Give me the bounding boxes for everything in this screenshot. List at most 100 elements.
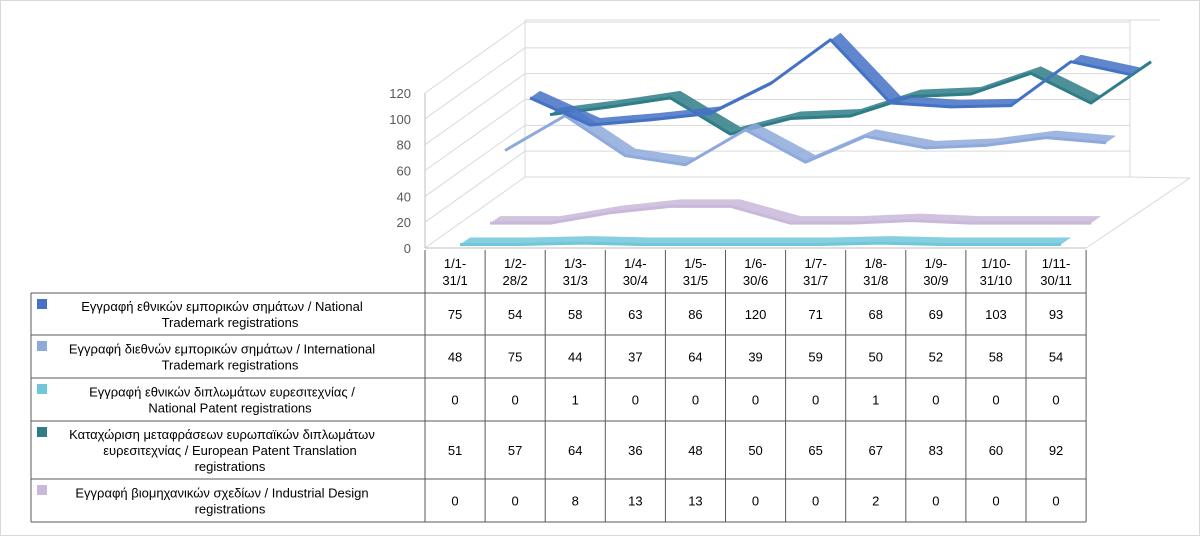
table-cell: 86 xyxy=(688,307,702,322)
gridline-side xyxy=(424,73,526,146)
series-ribbon xyxy=(530,32,1142,125)
table-cell: 48 xyxy=(448,350,462,365)
table-cell: 68 xyxy=(869,307,883,322)
table-cell: 0 xyxy=(992,494,999,509)
legend-entry: Εγγραφή εθνικών διπλωμάτων ευρεσιτεχνίας… xyxy=(89,385,355,416)
y-tick-label: 120 xyxy=(389,86,411,101)
series-ribbon-edge xyxy=(460,241,1062,246)
table-cell: 0 xyxy=(992,393,999,408)
gridline-side xyxy=(424,47,526,120)
table-cell: 0 xyxy=(812,494,819,509)
table-cell: 92 xyxy=(1049,443,1063,458)
table-cell: 0 xyxy=(1052,494,1059,509)
table-cell: 0 xyxy=(512,393,519,408)
gridline-side xyxy=(424,124,526,197)
table-cell: 58 xyxy=(568,307,582,322)
table-cell: 64 xyxy=(688,350,702,365)
table-cell: 71 xyxy=(808,307,822,322)
table-cell: 0 xyxy=(932,393,939,408)
table-cell: 64 xyxy=(568,443,582,458)
table-cell: 8 xyxy=(572,494,579,509)
gridline-side xyxy=(424,21,526,94)
data-table: 1/1-31/1 1/2-28/2 1/3-31/3 1/4-30/4 1/5-31/5… xyxy=(30,250,1087,523)
table-cell: 75 xyxy=(508,350,522,365)
table-cell: 59 xyxy=(808,350,822,365)
table-cell: 60 xyxy=(989,443,1003,458)
table-cell: 52 xyxy=(929,350,943,365)
table-cell: 103 xyxy=(985,307,1007,322)
gridline-side xyxy=(424,176,526,249)
legend-key xyxy=(37,384,47,394)
table-cell: 75 xyxy=(448,307,462,322)
series-ribbon xyxy=(490,199,1102,224)
table-cell: 54 xyxy=(508,307,522,322)
table-cell: 51 xyxy=(448,443,462,458)
table-cell: 120 xyxy=(745,307,767,322)
table-cell: 0 xyxy=(451,494,458,509)
table-cell: 0 xyxy=(752,494,759,509)
category-label: 1/6-30/6 xyxy=(743,256,768,288)
table-cell: 50 xyxy=(869,350,883,365)
gridline-side xyxy=(424,99,526,171)
table-cell: 58 xyxy=(989,350,1003,365)
y-tick-label: 100 xyxy=(389,112,411,127)
y-tick-label: 20 xyxy=(397,215,411,230)
table-cell: 0 xyxy=(451,393,458,408)
table-cell: 0 xyxy=(512,494,519,509)
series-line xyxy=(489,199,1102,225)
table-cell: 0 xyxy=(692,393,699,408)
category-label: 1/4-30/4 xyxy=(623,256,648,288)
table-cell: 39 xyxy=(748,350,762,365)
category-label: 1/8-31/8 xyxy=(863,256,888,288)
legend-entry: Εγγραφή εθνικών εμπορικών σημάτων / Nati… xyxy=(81,299,363,330)
table-cell: 63 xyxy=(628,307,642,322)
category-label: 1/5-31/5 xyxy=(683,256,708,288)
series-line xyxy=(459,236,1072,246)
legend-key xyxy=(37,485,47,495)
table-cell: 44 xyxy=(568,350,582,365)
y-tick-label: 80 xyxy=(397,138,411,153)
legend-entry: Καταχώριση μεταφράσεων ευρωπαϊκών διπλωμ… xyxy=(69,427,375,474)
y-tick-label: 0 xyxy=(404,241,411,256)
table-cell: 57 xyxy=(508,443,522,458)
legend-key xyxy=(37,341,47,351)
series-line xyxy=(529,32,1142,127)
category-label: 1/7-31/7 xyxy=(803,256,828,288)
table-cell: 69 xyxy=(929,307,943,322)
table-cell: 0 xyxy=(932,494,939,509)
category-label: 1/10-31/10 xyxy=(980,256,1013,288)
table-cell: 48 xyxy=(688,443,702,458)
y-tick-label: 60 xyxy=(397,164,411,179)
table-cell: 54 xyxy=(1049,350,1063,365)
table-cell: 0 xyxy=(812,393,819,408)
table-cell: 83 xyxy=(929,443,943,458)
table-cell: 67 xyxy=(869,443,883,458)
table-cell: 0 xyxy=(1052,393,1059,408)
category-label: 1/11-30/11 xyxy=(1040,256,1072,288)
category-label: 1/3-31/3 xyxy=(563,256,588,288)
y-tick-label: 40 xyxy=(397,189,411,204)
table-cell: 13 xyxy=(628,494,642,509)
category-label: 1/2-28/2 xyxy=(502,256,527,288)
table-cell: 0 xyxy=(752,393,759,408)
table-cell: 93 xyxy=(1049,307,1063,322)
floor-back-edge xyxy=(1129,176,1191,179)
table-cell: 1 xyxy=(572,393,579,408)
table-cell: 36 xyxy=(628,443,642,458)
legend-key xyxy=(37,299,47,309)
table-cell: 65 xyxy=(808,443,822,458)
category-label: 1/1-31/1 xyxy=(442,256,467,288)
legend-entry: Εγγραφή διεθνών εμπορικών σημάτων / Inte… xyxy=(69,342,375,373)
gridline-side xyxy=(424,150,526,223)
legend-key xyxy=(37,427,47,437)
table-cell: 0 xyxy=(632,393,639,408)
table-cell: 13 xyxy=(688,494,702,509)
table-cell: 37 xyxy=(628,350,642,365)
table-cell: 1 xyxy=(872,393,879,408)
floor-right-edge xyxy=(1085,177,1191,249)
legend-entry: Εγγραφή βιομηχανικών σχεδίων / Industria… xyxy=(75,486,368,517)
category-label: 1/9-30/9 xyxy=(923,256,948,288)
table-cell: 2 xyxy=(872,494,879,509)
table-cell: 50 xyxy=(748,443,762,458)
